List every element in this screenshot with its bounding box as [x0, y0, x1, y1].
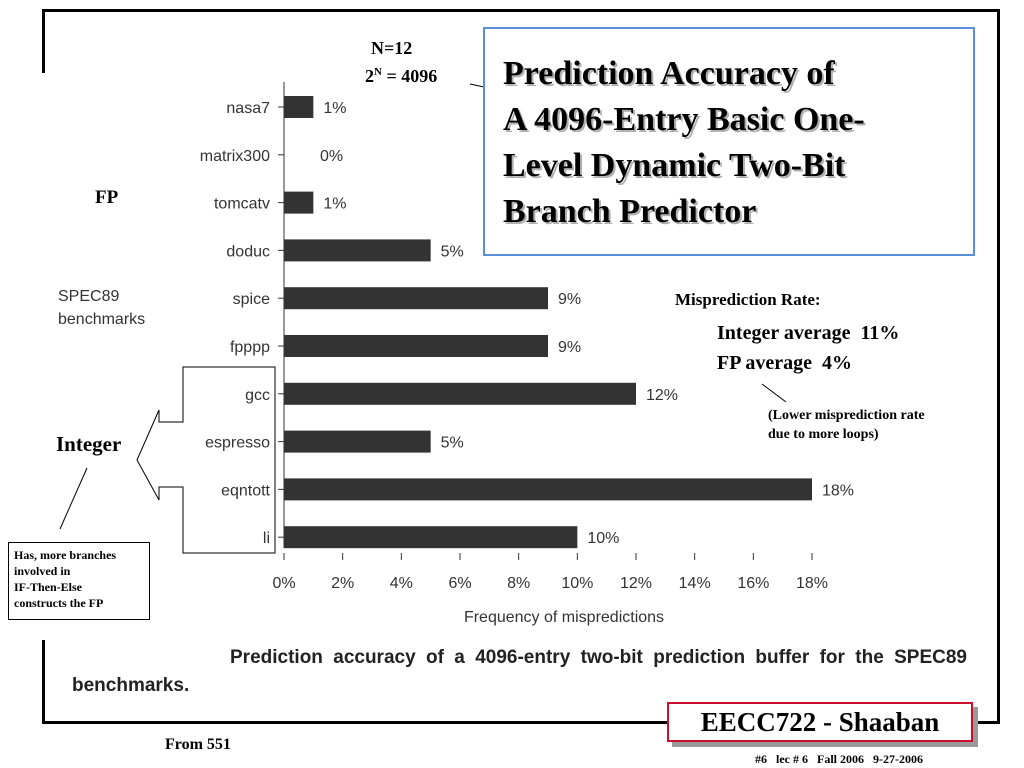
chart-bars	[284, 96, 812, 549]
misprediction-note-line: due to more loops)	[768, 427, 879, 442]
course-label: EECC722 - Shaaban	[667, 702, 973, 742]
integer-average: Integer average 11%	[717, 322, 900, 344]
mis-note-pointer-line	[761, 383, 787, 403]
x-axis-title: Frequency of mispredictions	[464, 609, 664, 626]
data-label: 5%	[441, 243, 464, 260]
title-line: A 4096-Entry Basic One-	[503, 101, 865, 138]
category-label: li	[263, 530, 270, 547]
category-label: matrix300	[200, 148, 270, 165]
data-label: 1%	[323, 100, 346, 117]
note-line: Has, more branches	[14, 548, 117, 562]
branches-note-box: Has, more branches involved in IF-Then-E…	[8, 542, 150, 620]
bar	[284, 430, 431, 453]
title-box: Prediction Accuracy of A 4096-Entry Basi…	[483, 27, 975, 256]
title-line: Level Dynamic Two-Bit	[503, 147, 846, 184]
category-label: tomcatv	[214, 196, 270, 213]
category-label: gcc	[245, 387, 270, 404]
note-line: constructs the FP	[14, 596, 104, 610]
chart-labels: 0% 2% 4% 6% 8% 10% 12% 14% 16% 18% Frequency of mi…	[200, 100, 854, 626]
category-label: espresso	[205, 435, 270, 452]
fp-average: FP average 4%	[717, 352, 852, 374]
formula-exponent: N	[374, 66, 382, 78]
category-label: nasa7	[226, 100, 270, 117]
note-line: involved in	[14, 564, 71, 578]
bar	[284, 526, 578, 549]
entries-formula: 2N = 4096	[365, 60, 437, 88]
title-line: Prediction Accuracy of	[503, 55, 835, 92]
bar	[284, 96, 314, 118]
formula-base: 2	[365, 66, 374, 86]
integer-group-label: Integer	[56, 432, 122, 456]
x-tick-label: 14%	[679, 575, 711, 592]
side-label-line-2: benchmarks	[58, 311, 145, 328]
category-label: spice	[233, 291, 270, 308]
bar	[284, 478, 812, 501]
fp-group-label: FP	[95, 187, 119, 208]
data-label: 1%	[323, 196, 346, 213]
data-label: 18%	[822, 482, 854, 499]
x-tick-label: 18%	[796, 575, 828, 592]
x-tick-label: 4%	[390, 575, 413, 592]
bar	[284, 382, 636, 405]
x-tick-label: 8%	[507, 575, 530, 592]
category-label: eqntott	[221, 482, 270, 499]
note-pointer-line	[59, 467, 88, 530]
x-tick-label: 16%	[737, 575, 769, 592]
slide-info: #6 lec # 6 Fall 2006 9-27-2006	[755, 752, 923, 766]
bar	[284, 335, 548, 357]
misprediction-note-line: (Lower misprediction rate	[768, 408, 925, 423]
data-label: 9%	[558, 291, 581, 308]
x-tick-label: 10%	[561, 575, 593, 592]
slide-frame-top	[42, 9, 1000, 12]
x-tick-label: 12%	[620, 575, 652, 592]
data-label: 12%	[646, 387, 678, 404]
slide-frame-left-top	[42, 9, 45, 73]
x-tick-label: 6%	[448, 575, 471, 592]
misprediction-note: (Lower misprediction rate due to more lo…	[768, 406, 978, 444]
bar	[284, 191, 314, 214]
category-label: doduc	[226, 243, 270, 260]
bar	[284, 239, 431, 262]
slide-frame-left-bottom	[42, 640, 45, 724]
chart-axes	[278, 82, 813, 560]
n-value-label: N=12	[371, 38, 413, 58]
title-line: Branch Predictor	[503, 193, 757, 230]
formula-rest: = 4096	[381, 66, 438, 86]
side-label-line-1: SPEC89	[58, 288, 119, 305]
integer-bracket-arrow	[136, 366, 276, 554]
chart-decorations: SPEC89 benchmarks	[58, 83, 787, 554]
source-note: From 551	[165, 736, 231, 753]
data-label: 5%	[441, 435, 464, 452]
data-label: 10%	[587, 530, 619, 547]
slide-frame-right	[997, 9, 1000, 724]
bar	[284, 287, 548, 310]
misprediction-rate-title: Misprediction Rate:	[675, 290, 821, 309]
data-label: 9%	[558, 339, 581, 356]
data-label: 0%	[320, 148, 343, 165]
slide-title: Prediction Accuracy of A 4096-Entry Basi…	[503, 51, 963, 235]
x-tick-label: 0%	[272, 575, 295, 592]
figure-caption: Prediction accuracy of a 4096-entry two-…	[72, 647, 967, 696]
category-label: fpppp	[230, 339, 270, 356]
x-tick-label: 2%	[331, 575, 354, 592]
slide-frame-bottom	[42, 721, 1000, 724]
note-line: IF-Then-Else	[14, 580, 83, 594]
